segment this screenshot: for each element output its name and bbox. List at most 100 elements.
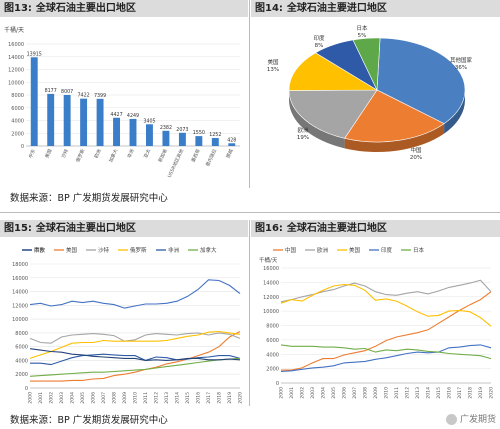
- x-tick-label: 2014: [175, 392, 181, 404]
- data-label: 4427: [110, 112, 122, 118]
- x-tick-label: 2017: [206, 392, 212, 404]
- x-tick-label: 2003: [310, 387, 316, 399]
- x-tick-label: 欧洲: [93, 148, 103, 160]
- y-tick-label: 16000: [263, 266, 279, 272]
- series-line: [29, 330, 241, 359]
- x-tick-label: 2005: [80, 392, 86, 404]
- y-tick-label: 6000: [266, 338, 279, 344]
- watermark: 广发期货: [445, 412, 496, 425]
- x-tick-label: 2016: [447, 387, 453, 399]
- bar: [146, 124, 153, 146]
- source-note: 数据来源：BP 广发期货发展研究中心: [10, 193, 168, 204]
- figure-title: 全球石油主要进口地区: [286, 223, 387, 234]
- data-label: 8177: [45, 88, 57, 94]
- x-tick-label: 挪威: [224, 148, 234, 160]
- x-tick-label: 2011: [394, 387, 400, 399]
- import-line-chart: 中国 欧洲 美国 印度 日本 千桶/天 0 2000 4000 6000 8000 10000 1200…: [251, 238, 500, 406]
- y-tick-label: 4000: [15, 358, 28, 364]
- y-tick-label: 10000: [263, 309, 279, 315]
- y-tick-label: 12000: [263, 295, 279, 301]
- bar: [47, 93, 55, 146]
- series-line: [281, 291, 492, 371]
- legend-label: 日本: [413, 246, 425, 254]
- bar-chart-svg: 千桶/天 0 2000 4000 6000 8000 10000 12000 14000 1600…: [4, 26, 240, 179]
- section-divider: [0, 212, 500, 213]
- x-tick-label: 2001: [289, 387, 295, 399]
- bar: [162, 130, 170, 146]
- x-tick-label: 2009: [373, 387, 379, 399]
- y-tick-label: 18000: [12, 262, 28, 268]
- y-tick-label: 2000: [15, 372, 28, 378]
- figure-title: 全球石油主要出口地区: [35, 223, 136, 234]
- y-tick-label: 6000: [15, 345, 28, 351]
- y-tick-label: 4000: [266, 352, 279, 358]
- x-tick-label: 俄罗斯: [74, 148, 86, 164]
- y-tick-label: 0: [25, 386, 28, 392]
- import-pie-chart: 其他国家 36% 中国 20% 欧洲 19% 美国 13% 印度 8% 日本 5%: [251, 18, 500, 188]
- y-tick-label: 2000: [11, 131, 24, 137]
- series-line: [280, 283, 492, 327]
- x-tick-label: 2002: [49, 392, 55, 404]
- series-line: [30, 353, 241, 366]
- series-line: [30, 331, 241, 382]
- x-tick-label: 沙特: [60, 148, 70, 160]
- pie-label-value: 13%: [267, 67, 279, 73]
- y-tick-label: 0: [21, 144, 24, 150]
- x-tick-label: 墨西哥: [190, 148, 201, 163]
- x-tick-label: 2002: [300, 387, 306, 399]
- data-label: 4249: [127, 113, 139, 119]
- x-tick-label: 新加坡: [157, 148, 169, 164]
- y-unit-label: 千桶/天: [259, 256, 278, 264]
- figure-number: 图14:: [255, 3, 283, 14]
- data-label: 2073: [176, 127, 188, 133]
- export-line-svg: 中东 美国 沙特 俄罗斯 非洲 加拿大西欧020004000600080001000012…: [12, 246, 244, 404]
- figure-number: 图15:: [4, 223, 32, 234]
- bar: [63, 94, 71, 146]
- legend-label: 西欧: [34, 246, 46, 254]
- pie-slice-side: [344, 123, 445, 152]
- pie-label-value: 36%: [455, 65, 467, 71]
- x-tick-label: 2013: [164, 392, 170, 404]
- figure-number: 图16:: [255, 223, 283, 234]
- series-line: [29, 357, 241, 377]
- series-line: [280, 344, 492, 373]
- bar: [30, 57, 38, 147]
- x-tick-label: 2020: [238, 392, 244, 404]
- y-tick-label: 14000: [12, 290, 28, 296]
- x-tick-label: 2004: [70, 392, 76, 404]
- x-tick-label: 2008: [112, 392, 118, 404]
- bar: [129, 118, 137, 146]
- x-tick-label: 2001: [38, 392, 44, 404]
- pie-label-value: 5%: [358, 33, 367, 39]
- x-tick-label: 2012: [154, 392, 160, 404]
- export-line-chart: 中东 美国 沙特 俄罗斯 非洲 加拿大 西欧 0 2000 4000 6000 8000 10000 12…: [0, 238, 248, 406]
- x-tick-label: 2004: [321, 387, 327, 399]
- x-tick-label: 2010: [133, 392, 139, 404]
- y-tick-label: 14000: [8, 55, 24, 61]
- x-tick-label: 2011: [143, 392, 149, 404]
- pie-label-name: 欧洲: [297, 126, 309, 134]
- bar: [195, 136, 203, 146]
- source-note: 数据来源：BP 广发期货发展研究中心: [10, 415, 168, 426]
- series-line: [29, 332, 241, 344]
- bar: [178, 132, 186, 146]
- data-label: 1550: [193, 130, 205, 136]
- x-tick-label: 2017: [457, 387, 463, 399]
- figure-number: 图13:: [4, 3, 32, 14]
- y-tick-label: 2000: [266, 367, 279, 373]
- x-tick-label: 2005: [331, 387, 337, 399]
- pie-label-name: 美国: [267, 58, 279, 66]
- figure-15-header: 图15: 全球石油主要出口地区: [0, 220, 248, 237]
- x-tick-label: 2009: [122, 392, 128, 404]
- data-label: 7399: [94, 93, 106, 99]
- figure-title: 全球石油主要进口地区: [286, 3, 387, 14]
- x-tick-label: 委内瑞拉: [204, 148, 218, 168]
- y-tick-label: 8000: [266, 324, 279, 330]
- x-tick-label: 2007: [352, 387, 358, 399]
- pie-label-name: 印度: [313, 34, 325, 42]
- x-tick-label: 2018: [217, 392, 223, 404]
- wechat-icon: [445, 414, 457, 425]
- x-tick-label: 2019: [478, 387, 484, 399]
- y-tick-label: 8000: [11, 93, 24, 99]
- x-tick-label: 2018: [468, 387, 474, 399]
